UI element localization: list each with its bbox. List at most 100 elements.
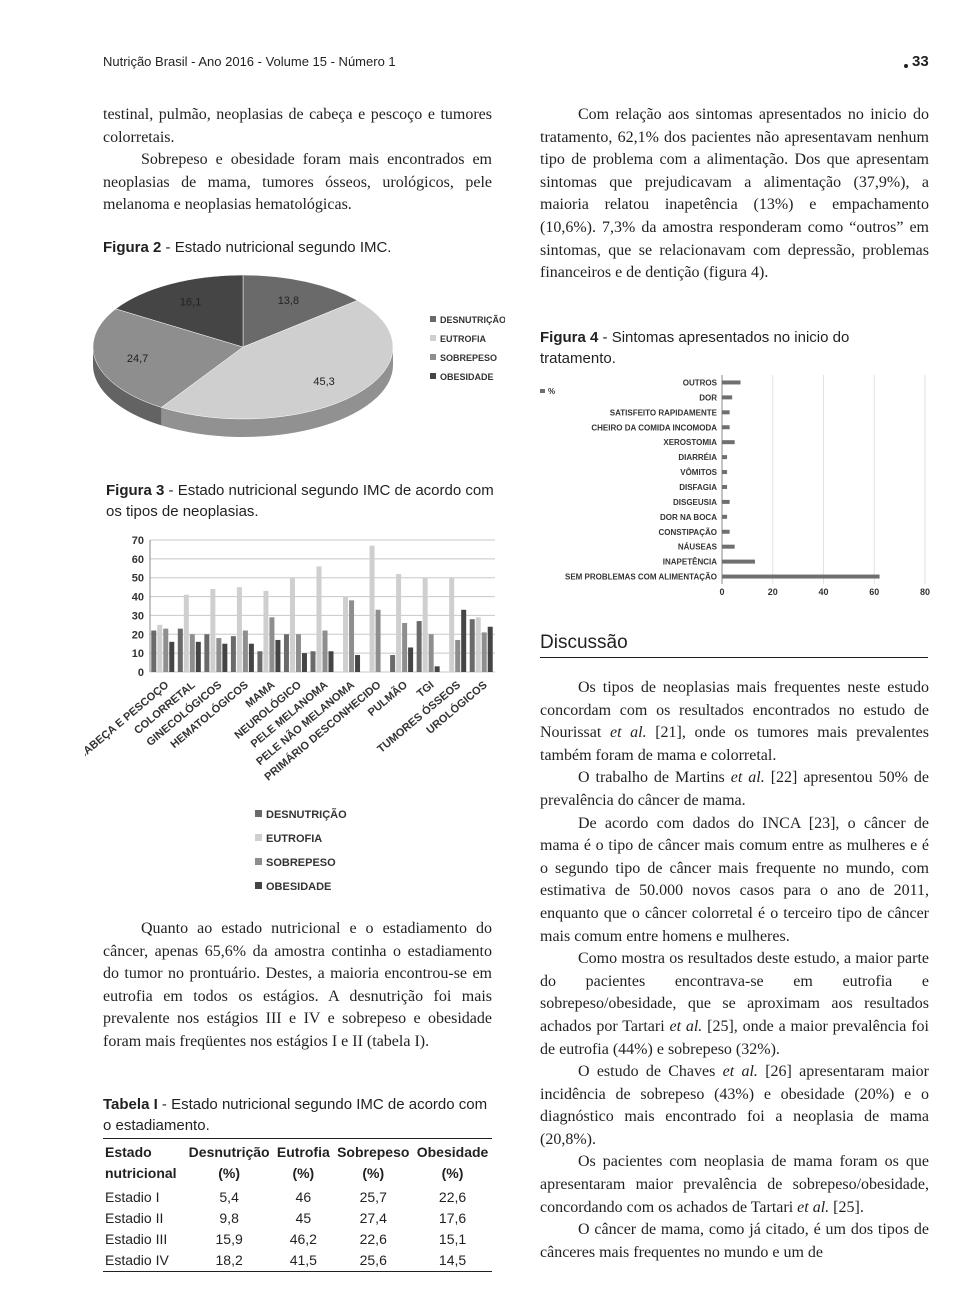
pie-slice xyxy=(92,308,244,408)
y-tick-label: 20 xyxy=(132,629,144,641)
bar xyxy=(475,617,481,672)
table: Estado nutricional Desnutrição (%) Eutrofi… xyxy=(103,1138,492,1272)
figure-caption: Figura 2 - Estado nutricional segundo IM… xyxy=(103,237,492,258)
caption-text: - Estado nutricional segundo IMC. xyxy=(161,239,392,256)
bar xyxy=(301,653,307,672)
bar xyxy=(434,666,440,672)
bar xyxy=(189,634,195,672)
y-tick-label: DISFAGIA xyxy=(679,483,717,492)
table-cell: 18,2 xyxy=(185,1250,274,1272)
y-tick-label: 40 xyxy=(132,592,144,604)
bar xyxy=(469,619,475,672)
paragraph: Os pacientes com neoplasia de mama foram… xyxy=(540,1151,929,1219)
bar xyxy=(722,529,730,534)
table-row: Estadio I 5,4 46 25,7 22,6 xyxy=(103,1187,492,1208)
caption-text: - Sintomas apresentados no inicio do tra… xyxy=(540,329,850,367)
bar xyxy=(216,638,222,672)
y-tick-label: SATISFEITO RAPIDAMENTE xyxy=(610,408,718,417)
paragraph: Como mostra os resultados deste estudo, … xyxy=(540,948,929,1061)
paragraph: Sobrepeso e obesidade foram mais encontr… xyxy=(103,149,492,217)
column-header: Sobrepeso (%) xyxy=(333,1138,414,1187)
bar xyxy=(402,622,408,672)
table-cell: 9,8 xyxy=(219,1210,239,1226)
heading-rule xyxy=(540,657,928,658)
bar xyxy=(722,380,741,385)
bar xyxy=(722,559,755,564)
legend-label: OBESIDADE xyxy=(266,881,331,893)
legend-swatch xyxy=(255,882,262,889)
pie-slice xyxy=(160,300,394,420)
text-run: [25], onde a maior prevalência foi de eu… xyxy=(540,1017,929,1058)
text-run: Quanto ao estado nutricional e o estadia… xyxy=(103,920,492,1050)
figure-caption: Figura 3 - Estado nutricional segundo IM… xyxy=(106,480,495,522)
table-cell: Estadio I xyxy=(105,1189,160,1205)
text-block: Com relação aos sintomas apresentados no… xyxy=(540,104,929,285)
x-tick-label: 40 xyxy=(818,587,828,597)
column-header: Obesidade (%) xyxy=(413,1138,492,1187)
y-tick-label: INAPETÊNCIA xyxy=(663,558,717,567)
pie-value-label: 13,8 xyxy=(278,295,299,307)
section-heading: Discussão xyxy=(540,632,628,653)
text-run: [25]. xyxy=(829,1198,864,1216)
page-dot xyxy=(904,64,908,68)
paragraph: testinal, pulmão, neoplasias de cabeça e… xyxy=(103,104,492,149)
bar xyxy=(722,395,733,400)
table-cell: Estadio IV xyxy=(103,1250,186,1272)
bar xyxy=(195,641,201,672)
bar xyxy=(204,634,210,672)
y-tick-label: OUTROS xyxy=(683,378,718,387)
running-title: Nutrição Brasil - Ano 2016 - Volume 15 -… xyxy=(103,54,396,69)
caption-label: Tabela I xyxy=(103,1096,158,1113)
bar xyxy=(343,596,349,672)
pie-side xyxy=(93,347,162,426)
table-cell: 22,6 xyxy=(438,1189,467,1205)
y-tick-label: XEROSTOMIA xyxy=(663,438,717,447)
bar xyxy=(275,639,281,672)
bar xyxy=(210,589,216,672)
text-run: et al. xyxy=(730,769,765,787)
text-run: [21], onde os tumores mais prevalentes t… xyxy=(540,724,929,764)
table-header-row: Estado nutricional Desnutrição (%) Eutrofi… xyxy=(103,1138,492,1187)
table-cell: 45 xyxy=(295,1210,312,1226)
legend-swatch xyxy=(430,354,436,360)
paragraph: Quanto ao estado nutricional e o estadia… xyxy=(103,918,492,1054)
table-cell: 25,6 xyxy=(333,1250,414,1272)
legend-swatch xyxy=(430,316,436,322)
legend-label: DESNUTRIÇÃO xyxy=(440,315,505,325)
bar xyxy=(396,573,402,672)
pie-value-label: 45,3 xyxy=(313,376,334,388)
caption-label: Figura 3 xyxy=(106,482,165,499)
table-cell: 27,4 xyxy=(359,1210,387,1226)
table-cell: 15,1 xyxy=(438,1231,467,1247)
paragraph: Com relação aos sintomas apresentados no… xyxy=(540,104,929,285)
bar xyxy=(369,545,375,672)
bar xyxy=(455,639,461,672)
legend-swatch xyxy=(430,373,436,379)
table-cell: Estadio II xyxy=(105,1210,164,1226)
bar xyxy=(163,628,169,672)
y-tick-label: CONSTIPAÇÃO xyxy=(658,528,717,537)
bar xyxy=(222,643,228,672)
y-tick-label: DOR NA BOCA xyxy=(660,513,717,522)
caption-label: Figura 4 xyxy=(540,329,599,346)
legend-swatch xyxy=(540,389,545,393)
pie-value-label: 16,1 xyxy=(180,297,201,309)
y-tick-label: NÁUSEAS xyxy=(678,543,718,552)
x-tick-label: 60 xyxy=(869,587,879,597)
column-header: Desnutrição (%) xyxy=(185,1138,274,1187)
bar xyxy=(481,632,487,672)
table-caption: Tabela I - Estado nutricional segundo IM… xyxy=(103,1094,492,1136)
bar xyxy=(183,594,189,672)
bar xyxy=(722,425,730,430)
bar xyxy=(177,628,183,672)
paragraph: O câncer de mama, como já citado, é um d… xyxy=(540,1219,929,1264)
bar xyxy=(242,630,248,672)
figure-4-chart: 0 20 40 60 80 OUTROS DOR SATISFEITO RAPIDAMENTE… xyxy=(540,375,930,597)
bar xyxy=(355,655,361,672)
bar xyxy=(157,624,163,672)
pie-side xyxy=(161,347,393,437)
bar xyxy=(328,651,334,672)
bar xyxy=(422,577,428,672)
legend-label: EUTROFIA xyxy=(440,334,486,344)
